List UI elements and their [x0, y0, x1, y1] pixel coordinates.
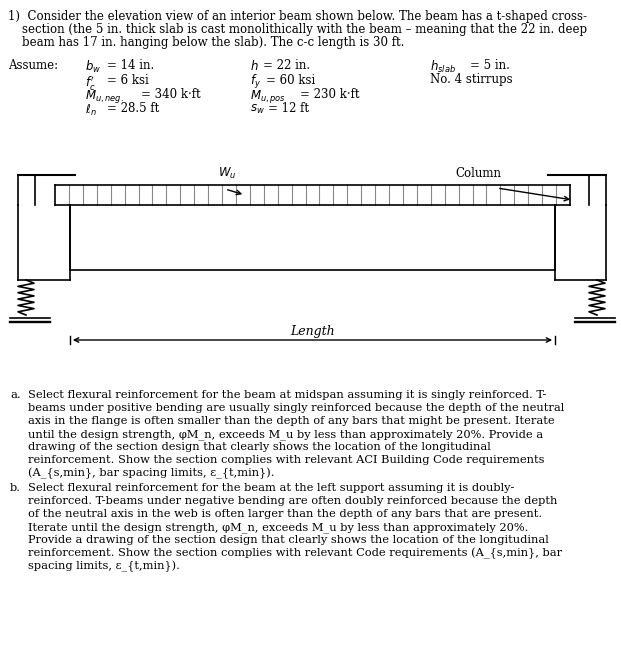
- Text: = 5 in.: = 5 in.: [470, 59, 510, 72]
- Text: axis in the flange is often smaller than the depth of any bars that might be pre: axis in the flange is often smaller than…: [28, 416, 555, 426]
- Text: reinforcement. Show the section complies with relevant ACI Building Code require: reinforcement. Show the section complies…: [28, 455, 545, 465]
- Text: = 14 in.: = 14 in.: [107, 59, 154, 72]
- Text: $M_{u,pos}$: $M_{u,pos}$: [250, 88, 286, 105]
- Text: = 340 k·ft: = 340 k·ft: [141, 88, 201, 101]
- Text: $h$: $h$: [250, 59, 259, 73]
- Text: = 12 ft: = 12 ft: [268, 103, 309, 115]
- Text: 1)  Consider the elevation view of an interior beam shown below. The beam has a : 1) Consider the elevation view of an int…: [8, 10, 587, 23]
- Text: Select flexural reinforcement for the beam at midspan assuming it is singly rein: Select flexural reinforcement for the be…: [28, 390, 546, 400]
- Text: = 28.5 ft: = 28.5 ft: [107, 103, 159, 115]
- Text: (A_{s,min}, bar spacing limits, ε_{t,min}).: (A_{s,min}, bar spacing limits, ε_{t,min…: [28, 468, 274, 480]
- Text: No. 4 stirrups: No. 4 stirrups: [430, 73, 512, 87]
- Text: b.: b.: [10, 483, 21, 493]
- Text: reinforcement. Show the section complies with relevant Code requirements (A_{s,m: reinforcement. Show the section complies…: [28, 548, 562, 560]
- Text: drawing of the section design that clearly shows the location of the longitudina: drawing of the section design that clear…: [28, 442, 491, 452]
- Text: beam has 17 in. hanging below the slab). The c-c length is 30 ft.: beam has 17 in. hanging below the slab).…: [22, 36, 404, 49]
- Text: $b_w$: $b_w$: [85, 59, 101, 75]
- Text: beams under positive bending are usually singly reinforced because the depth of : beams under positive bending are usually…: [28, 403, 564, 413]
- Text: a.: a.: [10, 390, 20, 400]
- Text: $h_{slab}$: $h_{slab}$: [430, 59, 456, 75]
- Text: Provide a drawing of the section design that clearly shows the location of the l: Provide a drawing of the section design …: [28, 535, 549, 545]
- Text: $f_c'$: $f_c'$: [85, 73, 96, 91]
- Text: = 6 ksi: = 6 ksi: [107, 73, 149, 87]
- Text: $M_{u,neg.}$: $M_{u,neg.}$: [85, 88, 124, 105]
- Text: Iterate until the design strength, φM_n, exceeds M_u by less than approximately : Iterate until the design strength, φM_n,…: [28, 522, 528, 533]
- Text: reinforced. T-beams under negative bending are often doubly reinforced because t: reinforced. T-beams under negative bendi…: [28, 496, 558, 506]
- Text: Select flexural reinforcement for the beam at the left support assuming it is do: Select flexural reinforcement for the be…: [28, 483, 514, 493]
- Text: = 60 ksi: = 60 ksi: [266, 73, 315, 87]
- Text: until the design strength, φM_n, exceeds M_u by less than approximately 20%. Pro: until the design strength, φM_n, exceeds…: [28, 429, 543, 440]
- Text: $\ell_n$: $\ell_n$: [85, 103, 97, 117]
- Text: $f_y$: $f_y$: [250, 73, 261, 91]
- Text: Assume:: Assume:: [8, 59, 58, 72]
- Text: spacing limits, ε_{t,min}).: spacing limits, ε_{t,min}).: [28, 561, 180, 572]
- Text: Column: Column: [455, 167, 501, 180]
- Text: section (the 5 in. thick slab is cast monolithically with the beam – meaning tha: section (the 5 in. thick slab is cast mo…: [22, 23, 587, 36]
- Text: $W_u$: $W_u$: [218, 166, 237, 181]
- Text: Length: Length: [290, 325, 335, 338]
- Text: = 22 in.: = 22 in.: [263, 59, 310, 72]
- Text: $s_w$: $s_w$: [250, 103, 265, 115]
- Text: of the neutral axis in the web is often larger than the depth of any bars that a: of the neutral axis in the web is often …: [28, 509, 542, 519]
- Text: = 230 k·ft: = 230 k·ft: [300, 88, 360, 101]
